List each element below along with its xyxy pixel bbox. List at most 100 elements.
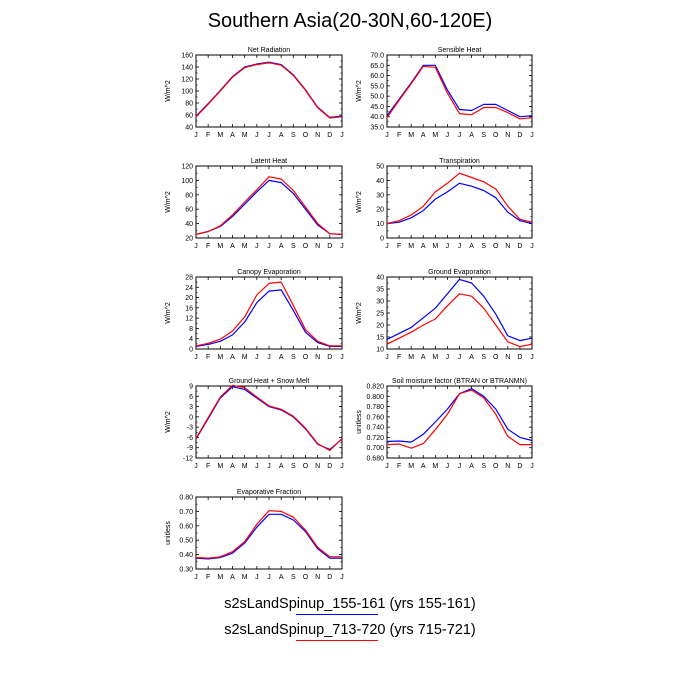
- series-line-2: [195, 281, 342, 347]
- x-tick-label: O: [303, 463, 309, 470]
- y-tick-label: 60: [185, 207, 193, 214]
- x-tick-label: N: [315, 463, 320, 470]
- x-tick-label: F: [397, 463, 401, 470]
- panel-8: Soil moisture factor (BTRAN or BTRANMN) u…: [356, 378, 534, 470]
- x-tick-label: S: [481, 463, 486, 470]
- y-tick-label: 4: [189, 336, 193, 343]
- x-tick-label: M: [242, 354, 248, 361]
- x-tick-label: D: [517, 354, 522, 361]
- y-tick-label: 0.780: [366, 404, 384, 411]
- series-line-2: [195, 384, 343, 452]
- y-tick-label: 40.0: [370, 114, 384, 121]
- y-tick-label: 15: [376, 335, 384, 342]
- x-tick-label: J: [385, 243, 389, 250]
- x-tick-label: J: [255, 463, 259, 470]
- x-tick-label: A: [230, 354, 235, 361]
- y-tick-label: 20: [185, 236, 193, 243]
- x-tick-label: A: [421, 132, 426, 139]
- x-tick-label: A: [421, 463, 426, 470]
- x-tick-label: D: [517, 243, 522, 250]
- x-tick-label: N: [505, 463, 510, 470]
- x-tick-label: M: [242, 243, 248, 250]
- x-tick-label: F: [206, 243, 210, 250]
- y-tick-label: 120: [181, 77, 193, 84]
- series-line-1: [386, 64, 533, 118]
- x-tick-label: S: [481, 132, 486, 139]
- series-line-1: [195, 513, 342, 560]
- x-tick-label: J: [458, 354, 462, 361]
- x-tick-label: S: [481, 354, 486, 361]
- y-tick-label: 28: [185, 275, 193, 282]
- y-tick-label: 20: [185, 295, 193, 302]
- y-tick-label: 40: [376, 178, 384, 185]
- y-tick-label: 50.0: [370, 94, 384, 101]
- y-tick-label: 40: [376, 275, 384, 282]
- y-axis-label: unitless: [356, 410, 363, 434]
- x-tick-label: A: [469, 243, 474, 250]
- y-tick-label: 0.680: [366, 456, 384, 463]
- x-tick-label: O: [493, 354, 499, 361]
- y-tick-label: 0.760: [366, 414, 384, 421]
- x-tick-label: N: [505, 354, 510, 361]
- x-tick-label: D: [327, 132, 332, 139]
- y-axis-label: W/m^2: [165, 302, 172, 324]
- x-tick-label: S: [481, 243, 486, 250]
- series-line-2: [386, 65, 533, 120]
- x-tick-label: J: [267, 243, 271, 250]
- y-tick-label: 25: [376, 311, 384, 318]
- x-tick-label: J: [385, 354, 389, 361]
- y-tick-label: 10: [376, 221, 384, 228]
- x-tick-label: J: [458, 132, 462, 139]
- plot-frame: [386, 54, 533, 128]
- x-tick-label: D: [327, 243, 332, 250]
- x-tick-label: A: [469, 354, 474, 361]
- y-tick-label: 30: [376, 192, 384, 199]
- x-tick-label: M: [242, 574, 248, 581]
- panel-title: Ground Evaporation: [428, 269, 491, 276]
- x-tick-label: N: [315, 354, 320, 361]
- x-tick-label: J: [340, 132, 344, 139]
- x-tick-label: A: [469, 463, 474, 470]
- x-tick-label: M: [217, 132, 223, 139]
- x-tick-label: O: [303, 243, 309, 250]
- y-axis-label: W/m^2: [356, 191, 363, 213]
- x-tick-label: M: [217, 243, 223, 250]
- x-tick-label: J: [255, 243, 259, 250]
- y-tick-label: 6: [189, 394, 193, 401]
- x-tick-label: J: [340, 243, 344, 250]
- y-tick-label: 140: [181, 65, 193, 72]
- x-tick-label: S: [291, 574, 296, 581]
- series-line-2: [386, 293, 533, 348]
- x-tick-label: J: [340, 354, 344, 361]
- x-tick-label: A: [230, 243, 235, 250]
- x-tick-label: M: [432, 132, 438, 139]
- x-tick-label: J: [458, 243, 462, 250]
- y-tick-label: 50: [376, 164, 384, 171]
- panel-title: Transpiration: [439, 158, 480, 165]
- y-tick-label: 100: [181, 89, 193, 96]
- x-tick-label: M: [242, 132, 248, 139]
- x-tick-label: J: [446, 463, 450, 470]
- x-tick-label: J: [530, 243, 534, 250]
- series-line-2: [386, 172, 533, 225]
- x-tick-label: A: [421, 243, 426, 250]
- x-tick-label: F: [206, 354, 210, 361]
- x-tick-label: J: [255, 574, 259, 581]
- x-tick-label: F: [397, 243, 401, 250]
- x-tick-label: D: [517, 132, 522, 139]
- x-tick-label: A: [279, 132, 284, 139]
- x-tick-label: M: [432, 463, 438, 470]
- x-tick-label: F: [206, 463, 210, 470]
- y-tick-label: -3: [187, 425, 193, 432]
- x-tick-label: J: [194, 574, 198, 581]
- y-axis-label: W/m^2: [356, 80, 363, 102]
- x-tick-label: O: [493, 463, 499, 470]
- x-tick-label: D: [327, 463, 332, 470]
- y-tick-label: 40: [185, 125, 193, 132]
- plot-frame: [386, 165, 533, 239]
- x-tick-label: J: [530, 354, 534, 361]
- x-tick-label: J: [446, 354, 450, 361]
- x-tick-label: M: [217, 574, 223, 581]
